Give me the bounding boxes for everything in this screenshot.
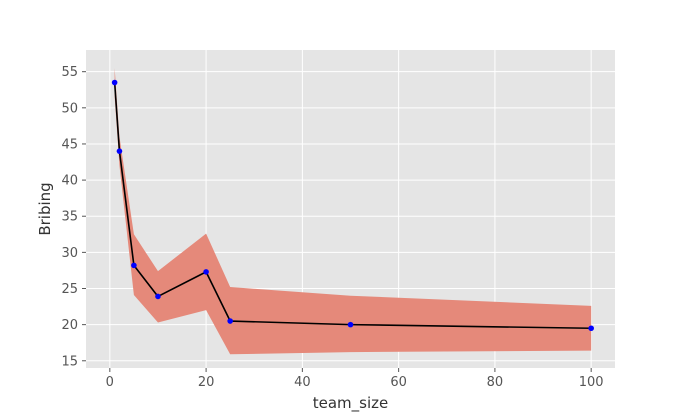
series-lines: [113, 82, 592, 330]
data-point: [347, 321, 354, 328]
data-points: [111, 79, 594, 332]
confidence-band: [114, 68, 592, 355]
y-axis-title: Bribing: [36, 182, 54, 235]
data-point: [111, 79, 118, 86]
y-tick-label: 20: [61, 318, 78, 333]
data-point: [588, 325, 594, 332]
data-point: [116, 148, 123, 154]
y-axis: 15 20 25 30 35 40 45 50 55: [61, 65, 86, 369]
y-tick-label: 40: [61, 174, 78, 189]
y-tick-label: 55: [61, 65, 78, 80]
data-point: [131, 262, 137, 269]
confidence-bands: [114, 68, 592, 355]
y-tick-label: 30: [61, 246, 78, 261]
data-point: [203, 269, 209, 275]
x-tick-label: 40: [294, 375, 311, 390]
x-axis: 0 20 40 60 80 100: [106, 368, 604, 390]
x-tick-label: 20: [198, 375, 215, 390]
x-tick-label: 0: [106, 375, 114, 390]
x-tick-label: 60: [390, 375, 407, 390]
series-line: [113, 82, 592, 330]
x-tick-label: 80: [487, 375, 504, 390]
y-tick-label: 35: [61, 210, 78, 225]
data-point: [227, 318, 233, 324]
y-tick-label: 45: [61, 137, 78, 152]
x-tick-label: 100: [579, 375, 604, 390]
y-tick-label: 25: [61, 282, 78, 297]
data-point: [155, 293, 161, 300]
y-tick-label: 50: [61, 101, 78, 116]
y-tick-label: 15: [61, 354, 78, 369]
x-axis-title: team_size: [313, 394, 389, 413]
